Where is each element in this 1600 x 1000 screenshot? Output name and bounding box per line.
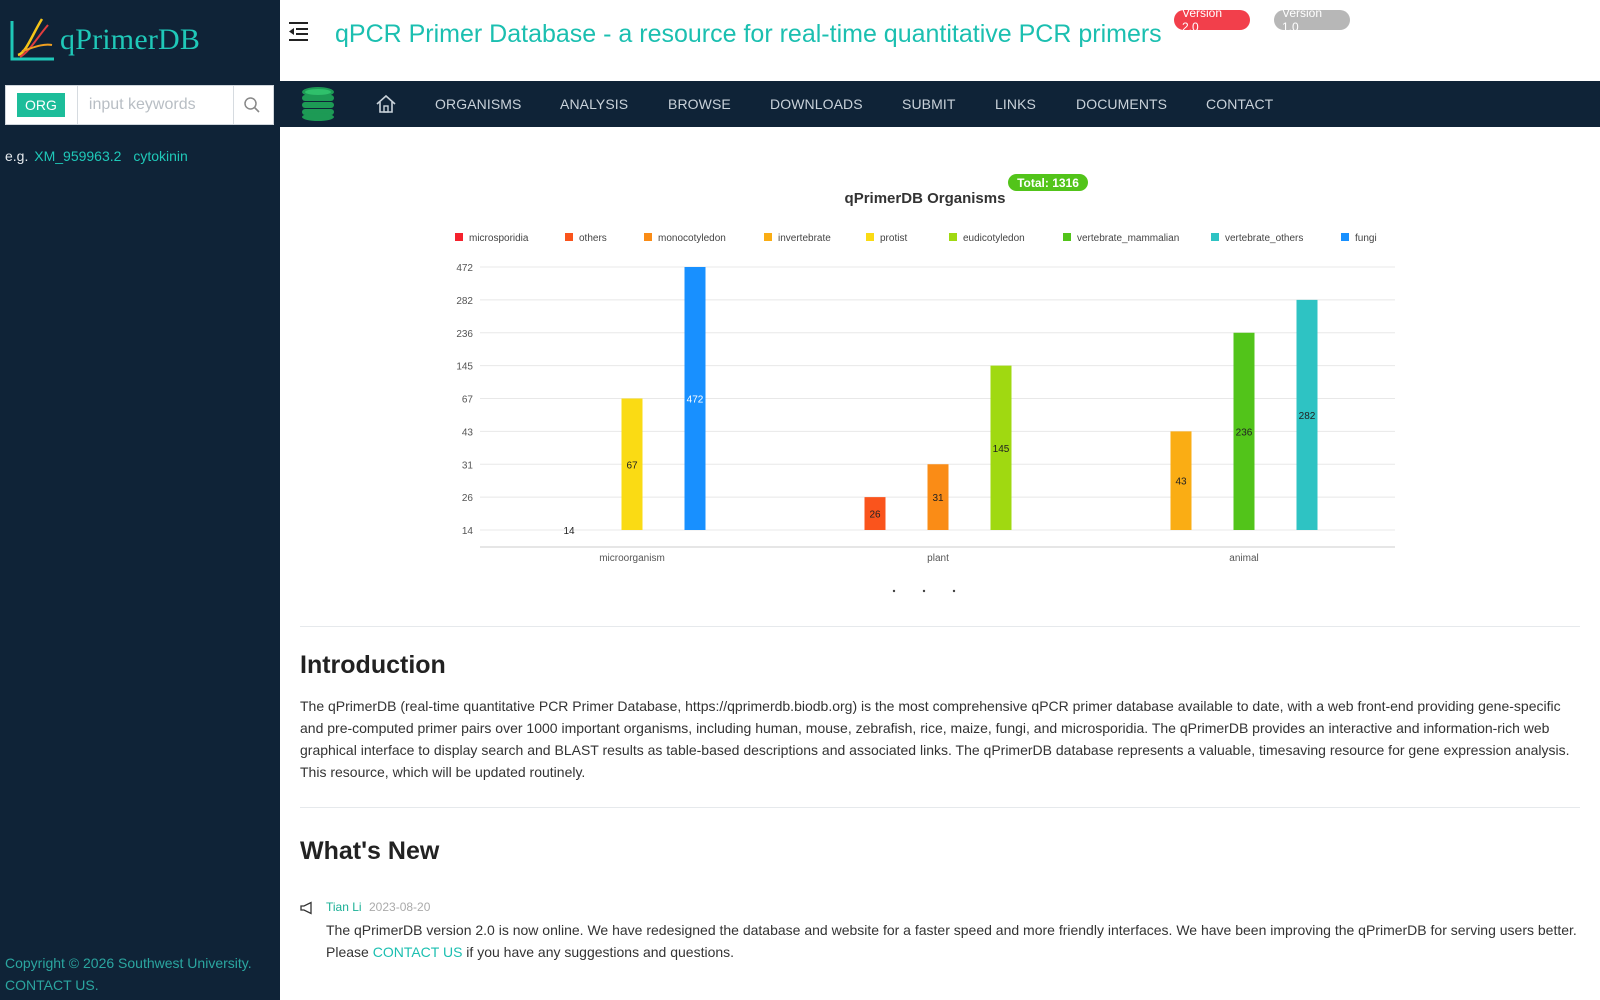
carousel-dot [892, 589, 896, 593]
y-tick-label: 236 [456, 329, 473, 340]
sidebar: qPrimerDB ORG e.g. XM_959963.2 cytokinin… [0, 0, 280, 1000]
legend-marker [644, 233, 652, 241]
nav-contact[interactable]: CONTACT [1206, 96, 1274, 112]
legend-marker [949, 233, 957, 241]
megaphone-icon [300, 901, 312, 915]
bar [990, 365, 1012, 530]
news-body: The qPrimerDB version 2.0 is now online.… [326, 922, 1577, 960]
bar [1296, 299, 1318, 530]
x-tick-label: plant [927, 553, 949, 564]
main-nav: ORGANISMS ANALYSIS BROWSE DOWNLOADS SUBM… [280, 81, 1600, 127]
legend-label: microsporidia [469, 233, 529, 244]
bar-value-label: 67 [626, 460, 638, 471]
legend-marker [1063, 233, 1071, 241]
x-tick-label: microorganism [599, 553, 665, 564]
y-tick-label: 26 [462, 493, 474, 504]
carousel-dot [952, 589, 956, 593]
legend-marker [1211, 233, 1219, 241]
y-tick-label: 31 [462, 460, 474, 471]
whats-new-title: What's New [300, 837, 440, 865]
organisms-chart: qPrimerDB Organisms Total: 1316 microspori… [455, 174, 1395, 593]
legend-label: protist [880, 233, 907, 244]
brand[interactable]: qPrimerDB [8, 14, 200, 66]
y-tick-label: 472 [456, 263, 473, 274]
example-link[interactable]: XM_959963.2 [34, 148, 122, 164]
version-2-badge[interactable]: Version 2.0 [1174, 6, 1250, 34]
biodb-database-icon[interactable] [300, 86, 336, 122]
contact-us-link[interactable]: CONTACT US. [5, 977, 99, 993]
news-body-end: if you have any suggestions and question… [462, 944, 735, 960]
section-divider [300, 626, 1580, 627]
search-button[interactable] [232, 86, 271, 124]
total-badge [1008, 174, 1088, 191]
introduction-text: The qPrimerDB (real-time quantitative PC… [300, 698, 1570, 780]
legend-label: fungi [1355, 233, 1377, 244]
version-1-badge[interactable]: Version 1.0 [1274, 6, 1350, 34]
x-tick-label: animal [1229, 553, 1258, 564]
search-input[interactable] [77, 86, 233, 124]
carousel-dot [922, 589, 926, 593]
example-link[interactable]: cytokinin [133, 148, 188, 164]
legend-marker [866, 233, 874, 241]
nav-submit[interactable]: SUBMIT [902, 96, 956, 112]
legend-marker [764, 233, 772, 241]
org-select-button[interactable]: ORG [17, 93, 65, 117]
page-title: qPCR Primer Database - a resource for re… [335, 20, 1162, 48]
brand-name: qPrimerDB [60, 23, 201, 56]
news-contact-link[interactable]: CONTACT US [372, 944, 463, 960]
search-bar: ORG [5, 85, 274, 125]
search-examples: e.g. XM_959963.2 cytokinin [5, 148, 194, 164]
bar-value-label: 43 [1175, 477, 1187, 488]
nav-links[interactable]: LINKS [995, 96, 1036, 112]
news-date: 2023-08-20 [369, 900, 431, 914]
news-author: Tian Li [326, 900, 362, 914]
y-tick-label: 14 [462, 526, 474, 537]
y-tick-label: 282 [456, 296, 473, 307]
home-icon[interactable] [375, 93, 397, 115]
introduction-title: Introduction [300, 651, 446, 679]
nav-organisms[interactable]: ORGANISMS [435, 96, 522, 112]
bar-value-label: 26 [869, 510, 881, 521]
nav-browse[interactable]: BROWSE [668, 96, 731, 112]
copyright: Copyright © 2026 Southwest University. C… [5, 952, 252, 996]
bar-value-label: 236 [1236, 427, 1253, 438]
bar [864, 497, 886, 530]
y-tick-label: 43 [462, 427, 474, 438]
y-tick-label: 145 [456, 362, 473, 373]
legend-label: others [579, 233, 607, 244]
qprimerdb-logo-icon [10, 18, 54, 61]
bar-value-label: 31 [932, 493, 944, 504]
legend-label: invertebrate [778, 233, 831, 244]
legend-label: eudicotyledon [963, 233, 1025, 244]
search-icon [244, 97, 260, 113]
section-divider [300, 807, 1580, 808]
menu-toggle-icon[interactable] [287, 21, 309, 41]
total-badge-label: Total: 1316 [1017, 176, 1079, 190]
chart-title: qPrimerDB Organisms [845, 190, 1006, 207]
nav-documents[interactable]: DOCUMENTS [1076, 96, 1168, 112]
legend-label: vertebrate_others [1225, 233, 1303, 244]
bar [1170, 431, 1192, 530]
copyright-text: Copyright © 2026 Southwest University. [5, 955, 252, 971]
legend-marker [455, 233, 463, 241]
legend-marker [1341, 233, 1349, 241]
bar [621, 398, 643, 530]
search-divider [76, 86, 78, 124]
bar [1233, 332, 1255, 530]
legend-label: monocotyledon [658, 233, 726, 244]
legend-label: vertebrate_mammalian [1077, 233, 1179, 244]
examples-prefix: e.g. [5, 148, 29, 164]
legend-marker [565, 233, 573, 241]
bar-value-label: 282 [1299, 411, 1316, 422]
bar [684, 267, 706, 530]
bar-value-label: 145 [993, 444, 1010, 455]
news-text: The qPrimerDB version 2.0 is now online.… [326, 919, 1588, 963]
bar [927, 464, 949, 530]
y-tick-label: 67 [462, 395, 474, 406]
bar-value-label: 472 [687, 395, 704, 406]
nav-downloads[interactable]: DOWNLOADS [770, 96, 863, 112]
bar-value-label: 14 [563, 526, 575, 537]
nav-analysis[interactable]: ANALYSIS [560, 96, 629, 112]
